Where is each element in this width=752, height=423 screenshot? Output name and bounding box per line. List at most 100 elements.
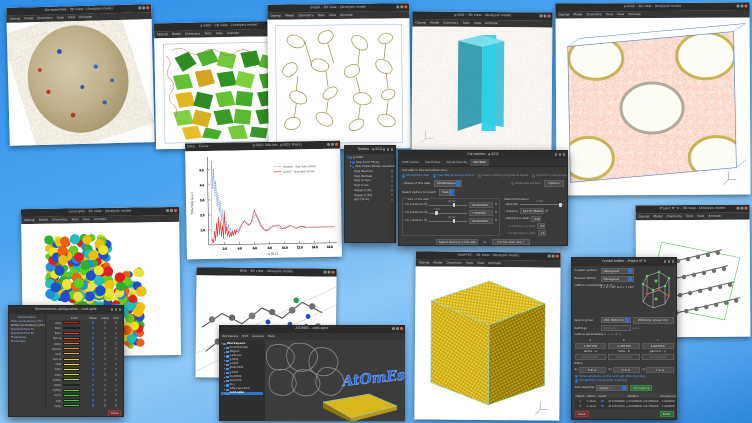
color-swatch[interactable] — [62, 331, 86, 336]
table-row[interactable]: 1 C atom at 0.000000, y:0.000000, z:0.25… — [575, 398, 677, 403]
menu-opengl[interactable]: Opengl — [157, 32, 168, 37]
env-side-item-0[interactable]: Total coordination(s) [TC] — [11, 319, 43, 323]
expander-icon[interactable]: ▾ — [350, 165, 352, 169]
axis-c-slider[interactable]: 40.500 — [429, 216, 467, 224]
color-swatch[interactable] — [62, 372, 86, 377]
menu-view[interactable]: View — [328, 13, 337, 18]
titlebar[interactable]: Crystal builder - Project N° 6 — [572, 258, 676, 266]
build-button[interactable]: Build — [659, 410, 674, 418]
tree-item-label[interactable]: Aq(g(r)) [Si] — [354, 192, 372, 197]
label-checkbox[interactable] — [99, 388, 111, 393]
titlebar[interactable]: Gold-FCC - 3D view - (Analysis mode) — [415, 251, 561, 261]
window-buttons[interactable] — [166, 209, 178, 212]
lattice-a-value[interactable]: 2.487700 — [574, 342, 607, 349]
workspace-item[interactable]: ▸ g-SiO2 — [221, 358, 263, 362]
env-side-item-5[interactable]: Molecule(s) — [11, 340, 26, 344]
cut-slab-button[interactable]: Cut the slab now ! — [491, 238, 530, 245]
pick-checkbox[interactable] — [111, 325, 121, 330]
opacity-slider[interactable]: 0.750 — [519, 200, 564, 207]
show-checkbox[interactable] — [87, 377, 99, 382]
tree-check[interactable] — [390, 179, 393, 183]
shape-combo[interactable]: Parallelepiped — [434, 180, 463, 187]
pick-checkbox[interactable] — [111, 367, 121, 372]
menu-animate[interactable]: Animate — [708, 213, 721, 218]
label-checkbox[interactable] — [99, 331, 111, 336]
menu-chemistry[interactable]: Chemistry — [184, 31, 201, 36]
workspace-items[interactable]: ▸ bio-POSS-Slab ▸ Mega-A ▸ s-site-Sio ▸ g-SiO2 ▸… — [221, 346, 263, 396]
pick-checkbox[interactable] — [111, 362, 121, 367]
workspace-item[interactable]: ▸ s-site-Sio — [221, 354, 263, 358]
show-clones-checkbox[interactable] — [574, 379, 578, 383]
label-checkbox[interactable] — [99, 398, 111, 403]
show-checkbox[interactable] — [87, 362, 99, 367]
menu-workspace[interactable]: Workspace — [222, 334, 239, 338]
window-buttons[interactable] — [382, 148, 393, 151]
pick-checkbox[interactable] — [111, 357, 121, 362]
table-row[interactable]: O(3) — [48, 351, 121, 356]
menu-opengl[interactable]: Opengl — [24, 217, 35, 223]
menu-animate[interactable]: Animate — [79, 14, 92, 20]
show-checkbox[interactable] — [87, 325, 99, 330]
cell-insert[interactable] — [597, 404, 607, 409]
workspace-item[interactable]: ▸ g-SiO2 — [221, 371, 263, 375]
menu-tools[interactable]: Tools — [605, 12, 614, 17]
window-chart[interactable]: Data Curve g-SiO2-300.dat, g-SiO2 File(s… — [184, 140, 343, 260]
chart-menu-data[interactable]: Data — [187, 144, 195, 149]
close-button[interactable]: Close — [108, 410, 121, 416]
menu-help[interactable]: Help — [268, 334, 275, 338]
env-side-item-3[interactable]: Polyhedra from PC — [11, 332, 35, 336]
radio-insert-faces[interactable] — [478, 174, 482, 178]
expander-icon[interactable]: ▸ — [224, 375, 226, 379]
table-row[interactable]: O(7N,) — [48, 377, 121, 382]
pick-checkbox[interactable] — [111, 382, 121, 387]
menu-opengl[interactable]: Opengl — [558, 12, 570, 17]
add-object-combo[interactable]: Select ... — [596, 384, 629, 392]
tree-check[interactable] — [349, 156, 352, 160]
pick-checkbox[interactable] — [111, 331, 121, 336]
menu-edit[interactable]: Edit — [242, 334, 249, 338]
settings-combo[interactable]: P63/mmc — [600, 325, 631, 332]
menu-tools[interactable]: Tools — [465, 260, 474, 265]
axis-row-c[interactable]: on c axis (in Å) 40.500 40.500000 Å — [405, 216, 497, 225]
expander-icon[interactable]: ▸ — [224, 350, 226, 354]
label-checkbox[interactable] — [99, 341, 111, 346]
expander-icon[interactable]: ▸ — [224, 384, 226, 387]
show-checkbox[interactable] — [87, 357, 99, 362]
axis-row-b[interactable]: on b axis (in Å) 7.500 7.500000 Å — [405, 208, 497, 217]
pick-checkbox[interactable] — [111, 372, 121, 377]
label-checkbox[interactable] — [99, 382, 111, 387]
tree-check[interactable] — [352, 165, 355, 169]
color-swatch[interactable] — [62, 362, 86, 367]
table-row[interactable]: O(N,) — [48, 341, 121, 346]
lattice-b-value[interactable]: 2.487700 — [608, 342, 640, 349]
menu-tools[interactable]: Tools — [71, 217, 79, 222]
pick-checkbox[interactable] — [111, 377, 121, 382]
expander-icon[interactable]: ▸ — [224, 392, 226, 396]
table-row[interactable]: N(2,) — [48, 325, 121, 330]
expander-icon[interactable]: ▸ — [224, 379, 226, 383]
expander-icon[interactable]: ▸ — [224, 346, 226, 350]
expander-icon[interactable]: ▾ — [347, 156, 349, 160]
menu-chemistry[interactable]: Chemistry — [37, 15, 53, 21]
pick-checkbox[interactable] — [111, 408, 121, 410]
color-swatch[interactable] — [62, 325, 86, 330]
titlebar[interactable]: g-SiO2 - 3D view - (Analysis mode) — [555, 2, 750, 12]
workspace-panel[interactable]: ▾ Workspace ▸ bio-POSS-Slab ▸ Mega-A ▸ s-site… — [219, 340, 265, 421]
workspace-item[interactable]: ▸ cord-sphe — [221, 391, 263, 396]
menu-tools[interactable]: Tools — [462, 20, 470, 25]
show-checkbox[interactable] — [87, 346, 99, 351]
env-side-item-2[interactable]: Polyhedra from TC — [11, 328, 34, 332]
workspace-item[interactable]: ▸ SiNa-nano-bio2 — [221, 387, 263, 391]
env-side-item-4[interactable]: Fragment(s) — [11, 336, 27, 340]
menu-view[interactable]: View — [67, 15, 76, 20]
gl-canvas-gsio2-slab[interactable] — [411, 26, 553, 151]
menu-model[interactable]: Model — [653, 214, 663, 219]
menu-view[interactable]: View — [473, 20, 482, 25]
window-buttons[interactable] — [736, 4, 748, 8]
tree-item-label[interactable]: S(q) S-res — [354, 183, 369, 188]
titlebar[interactable]: Environments configuration - cord-sphe — [9, 306, 123, 314]
window-gsio2-big[interactable]: g-SiO2 - 3D view - (Analysis mode) Openg… — [555, 2, 751, 196]
close-button[interactable]: Close — [574, 410, 589, 418]
dialog-toolbox[interactable]: Toolbox - g-SiO2 ▾ g-SiO2 ▸ S(q) from FF… — [344, 145, 396, 243]
table-row[interactable]: C(N,) — [48, 408, 121, 410]
